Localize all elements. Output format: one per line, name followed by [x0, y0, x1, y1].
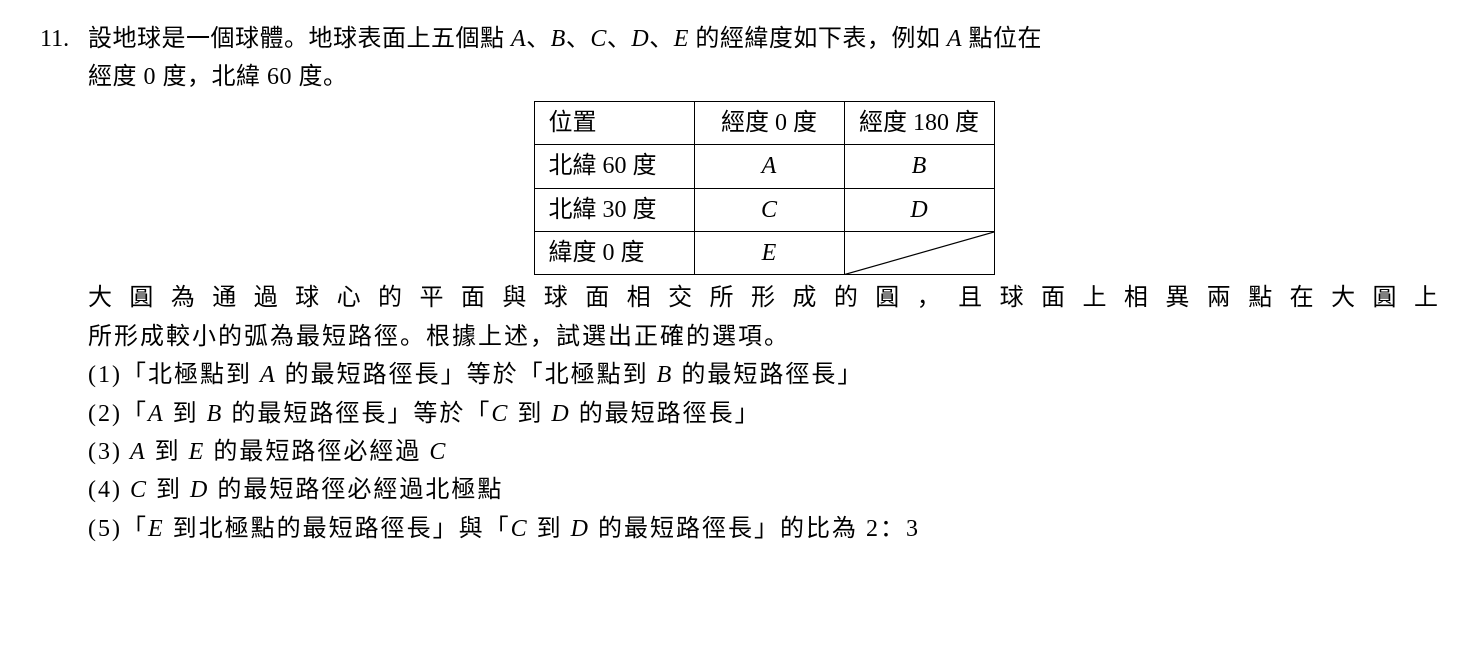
- cell-C: C: [694, 188, 844, 231]
- paragraph-1: 設地球是一個球體。地球表面上五個點 A、B、C、D、E 的經緯度如下表，例如 A…: [88, 20, 1440, 58]
- point-A: A: [148, 401, 165, 427]
- text: 的經緯度如下表，例如: [689, 26, 947, 52]
- text: 的最短路徑長」: [571, 401, 761, 427]
- point-D: D: [190, 477, 209, 503]
- text: 到: [529, 516, 571, 542]
- text: (1)「北極點到: [88, 362, 260, 388]
- row-lat60: 北緯 60 度: [534, 145, 694, 188]
- cell-E: E: [694, 231, 844, 274]
- text: (5)「: [88, 516, 148, 542]
- header-lon180: 經度 180 度: [844, 101, 994, 144]
- diagonal-line-icon: [845, 232, 994, 274]
- cell-B: B: [844, 145, 994, 188]
- point-D: D: [571, 516, 590, 542]
- text: 到: [148, 477, 190, 503]
- point-A: A: [130, 439, 147, 465]
- text: 的最短路徑必經過: [205, 439, 429, 465]
- point-C: C: [491, 401, 509, 427]
- point-A: A: [260, 362, 277, 388]
- point-C: C: [130, 477, 148, 503]
- point-C: C: [429, 439, 447, 465]
- option-4: (4) C 到 D 的最短路徑必經過北極點: [88, 471, 1440, 509]
- paragraph-1-line2: 經度 0 度，北緯 60 度。: [88, 58, 1440, 96]
- row-lat0: 緯度 0 度: [534, 231, 694, 274]
- coordinates-table: 位置 經度 0 度 經度 180 度 北緯 60 度 A B 北緯 30 度 C…: [534, 101, 995, 276]
- text: (2)「: [88, 401, 148, 427]
- point-B: B: [207, 401, 224, 427]
- cell-A: A: [694, 145, 844, 188]
- text: 設地球是一個球體。地球表面上五個點: [88, 26, 511, 52]
- table-row: 北緯 60 度 A B: [534, 145, 994, 188]
- text: 經度 0 度，北緯 60 度。: [88, 64, 348, 90]
- question-number: 11.: [40, 20, 88, 58]
- cell-D: D: [844, 188, 994, 231]
- text: 、: [526, 26, 551, 52]
- text: 、: [566, 26, 591, 52]
- header-lon0: 經度 0 度: [694, 101, 844, 144]
- point-E: E: [189, 439, 206, 465]
- table-row: 北緯 30 度 C D: [534, 188, 994, 231]
- text: 點位在: [962, 26, 1042, 52]
- text: (4): [88, 477, 130, 503]
- text: 到: [165, 401, 207, 427]
- option-5: (5)「E 到北極點的最短路徑長」與「C 到 D 的最短路徑長」的比為 2：3: [88, 510, 1440, 548]
- question-block: 11. 設地球是一個球體。地球表面上五個點 A、B、C、D、E 的經緯度如下表，…: [40, 20, 1440, 548]
- option-1: (1)「北極點到 A 的最短路徑長」等於「北極點到 B 的最短路徑長」: [88, 356, 1440, 394]
- text: 的最短路徑長」等於「北極點到: [277, 362, 657, 388]
- point-D: D: [551, 401, 570, 427]
- point-C: C: [511, 516, 529, 542]
- cell-empty-diag: [844, 231, 994, 274]
- text: 、: [649, 26, 674, 52]
- point-A: A: [947, 26, 962, 52]
- point-B: B: [551, 26, 566, 52]
- text: 的最短路徑長」的比為 2：3: [590, 516, 920, 542]
- text: 的最短路徑長」等於「: [223, 401, 491, 427]
- option-3: (3) A 到 E 的最短路徑必經過 C: [88, 433, 1440, 471]
- option-2: (2)「A 到 B 的最短路徑長」等於「C 到 D 的最短路徑長」: [88, 395, 1440, 433]
- coordinates-table-wrap: 位置 經度 0 度 經度 180 度 北緯 60 度 A B 北緯 30 度 C…: [88, 101, 1440, 276]
- header-position: 位置: [534, 101, 694, 144]
- row-lat30: 北緯 30 度: [534, 188, 694, 231]
- question-content: 設地球是一個球體。地球表面上五個點 A、B、C、D、E 的經緯度如下表，例如 A…: [88, 20, 1440, 548]
- point-E: E: [148, 516, 165, 542]
- text: 的最短路徑長」: [673, 362, 863, 388]
- point-A: A: [511, 26, 526, 52]
- paragraph-2-line1: 大圓為通過球心的平面與球面相交所形成的圓，且球面上相異兩點在大圓上: [88, 279, 1440, 317]
- text: (3): [88, 439, 130, 465]
- table-row: 緯度 0 度 E: [534, 231, 994, 274]
- text: 到北極點的最短路徑長」與「: [165, 516, 511, 542]
- point-D: D: [631, 26, 649, 52]
- text: 到: [147, 439, 189, 465]
- point-B: B: [657, 362, 674, 388]
- table-header-row: 位置 經度 0 度 經度 180 度: [534, 101, 994, 144]
- text: 到: [509, 401, 551, 427]
- point-E: E: [674, 26, 689, 52]
- paragraph-2-line2: 所形成較小的弧為最短路徑。根據上述，試選出正確的選項。: [88, 318, 1440, 356]
- point-C: C: [590, 26, 607, 52]
- text: 的最短路徑必經過北極點: [209, 477, 503, 503]
- text: 、: [607, 26, 632, 52]
